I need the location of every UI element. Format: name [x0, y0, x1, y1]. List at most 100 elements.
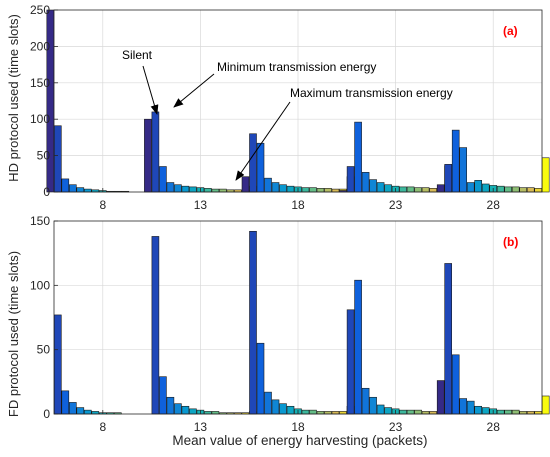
panel-b-bar-8-4	[69, 402, 77, 415]
panel-b-bar-13-6	[181, 405, 190, 415]
panel-a-bar-23-4	[361, 172, 370, 193]
panel-a-bar-13-10	[211, 188, 220, 193]
panel-a-grid	[54, 10, 542, 192]
panel-a-bar-28-1	[436, 184, 445, 193]
panel-a-bar-28-14	[534, 188, 543, 193]
panel-a-bar-23-12	[421, 187, 430, 193]
panel-a-bar-18-4	[264, 177, 272, 193]
panel-b-bar-18-7	[286, 405, 295, 415]
panel-a-bar-28-9	[496, 185, 505, 193]
panel-a-bar-28-10	[504, 186, 513, 193]
panel-b-bar-18-6	[279, 403, 287, 415]
annotation-max-energy-arrow	[235, 101, 291, 181]
panel-a-bar-13-6	[181, 185, 190, 193]
panel-a-bar-13-7	[189, 186, 197, 193]
panel-b-xtick-label: 28	[487, 420, 501, 434]
panel-a-bar-13-4	[166, 182, 175, 193]
panel-b-xtick-label: 23	[389, 420, 403, 434]
annotation-silent: Silent	[122, 48, 153, 62]
panel-a-bar-28-4	[459, 147, 468, 193]
panel-b-bar-8-5	[76, 407, 85, 415]
panel-a-bar-13-3	[159, 166, 167, 193]
panel-a-bar-8-2	[53, 125, 62, 193]
panel-b-bar-13-7	[189, 408, 197, 415]
panel-a-bar-28-7	[481, 183, 490, 193]
panel-b-bar-18-4	[264, 391, 272, 415]
panel-a-bar-28-5	[466, 182, 475, 193]
panel-b-bar-28-11	[511, 409, 520, 415]
panel-a-bar-23-13	[429, 188, 437, 193]
panel-a-xtick-label: 18	[291, 198, 305, 212]
panel-b-bar-28-7	[481, 407, 490, 415]
panel-a-bar-18-12	[324, 188, 332, 193]
panel-b-bar-18-5	[271, 399, 280, 415]
panel-a-chart: 0 50 100 150 200 250 8 13 18 23 28 HD protocol use…	[6, 3, 550, 212]
figure-xlabel: Mean value of energy harvesting (packets…	[172, 433, 427, 448]
annotation-min-energy-arrow	[173, 73, 215, 108]
panel-a-bar-28-11	[511, 186, 520, 193]
panel-a-xtick-label: 28	[487, 198, 501, 212]
panel-b-xtick-label: 18	[291, 420, 305, 434]
panel-b-bar-28-9	[496, 409, 505, 415]
panel-a-bar-18-9	[301, 187, 310, 193]
panel-a-bar-13-5	[174, 184, 182, 193]
panel-a-annotations: Silent Minimum transmission energy Maxim…	[122, 48, 453, 181]
panel-b-bar-23-7	[384, 407, 392, 415]
annotation-min-energy: Minimum transmission energy	[217, 60, 376, 74]
panel-a-bar-23-7	[384, 184, 392, 193]
panel-a-bar-23-3	[354, 121, 362, 193]
panel-a-bar-13-11	[219, 188, 227, 193]
panel-b-tag: (b)	[503, 235, 518, 249]
panel-b-ylabel: FD protocol used (time slots)	[6, 251, 21, 417]
panel-b-bar-23-3	[354, 279, 362, 415]
panel-b-bar-23-4	[361, 387, 370, 415]
panel-b-bar-28-15	[541, 395, 550, 415]
panel-b-ytick-label: 50	[37, 343, 51, 357]
panel-a-bar-13-1	[144, 118, 152, 193]
panel-a-tag: (a)	[503, 24, 518, 38]
panel-b-bar-8-6	[84, 409, 92, 415]
panel-a-bar-18-3	[256, 142, 265, 193]
panel-a-bar-28-6	[474, 180, 483, 193]
panel-a-bar-8-6	[84, 188, 92, 193]
panel-a-xtick-label: 8	[99, 198, 106, 212]
panel-a-ylabel: HD protocol used (time slots)	[6, 14, 21, 182]
annotation-silent-arrow	[142, 65, 159, 115]
panel-b-bars	[53, 230, 550, 415]
panel-b-chart: 0 50 100 150 8 13 18 23 28 FD protocol used (tim…	[6, 214, 550, 434]
panel-a-bar-23-10	[406, 186, 415, 193]
panel-a-xtick-label: 13	[194, 198, 208, 212]
panel-a-bar-8-1	[46, 9, 55, 193]
panel-a-bar-18-6	[279, 184, 287, 193]
panel-b-ytick-label: 0	[43, 407, 50, 421]
panel-a-bar-18-13	[331, 188, 340, 193]
panel-b-bar-8-3	[61, 390, 70, 415]
panel-a-ticks: 0 50 100 150 200 250 8 13 18 23 28	[30, 3, 500, 212]
panel-b-bar-8-2	[53, 314, 62, 415]
panel-b-bar-23-11	[414, 409, 422, 415]
panel-b-bar-13-2	[151, 236, 160, 415]
panel-b-bar-28-2	[444, 263, 453, 415]
panel-b-bar-18-3	[256, 342, 265, 415]
panel-b-bar-28-6	[474, 405, 483, 415]
panel-a-bar-28-15	[541, 157, 550, 193]
panel-b-bar-23-2	[346, 309, 355, 415]
panel-b-bar-23-9	[399, 409, 407, 415]
panel-b-bar-23-5	[369, 396, 377, 415]
panel-a-ytick-label: 100	[30, 112, 50, 126]
panel-a-bar-18-10	[309, 187, 317, 193]
panel-a-xtick-label: 23	[389, 198, 403, 212]
panel-a-ytick-label: 0	[43, 185, 50, 199]
panel-b-bar-18-2	[249, 230, 257, 415]
panel-b-ticks: 0 50 100 150 8 13 18 23 28	[30, 214, 500, 434]
panel-b-bar-28-10	[504, 409, 513, 415]
panel-a-bars	[46, 9, 550, 193]
panel-b-bar-23-6	[376, 404, 385, 415]
panel-a-bar-28-12	[519, 187, 528, 193]
panel-a-bar-28-3	[451, 129, 460, 193]
panel-a-bar-8-4	[69, 184, 77, 193]
panel-b-bar-28-5	[466, 400, 475, 415]
panel-a-bar-23-5	[369, 179, 377, 193]
